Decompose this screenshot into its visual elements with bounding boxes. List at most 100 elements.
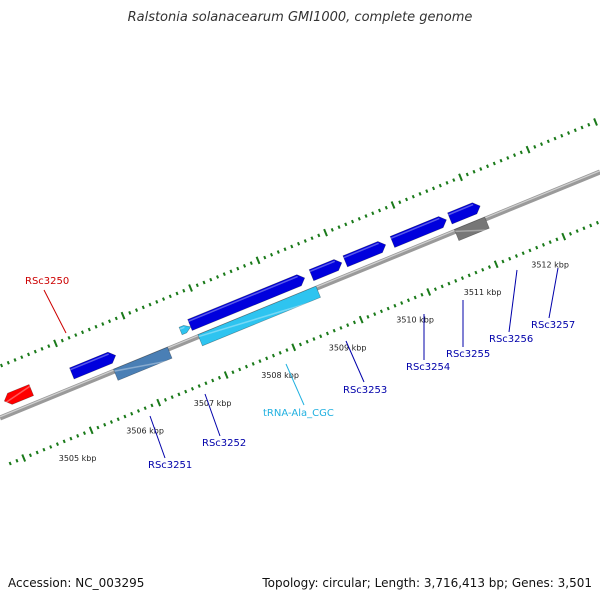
lower-scale-tick <box>231 370 235 375</box>
upper-scale-tick <box>20 355 24 360</box>
lower-scale-tick <box>130 411 134 416</box>
lower-scale-tick <box>352 320 356 325</box>
leader-line <box>345 340 365 383</box>
upper-scale-tick <box>74 333 78 337</box>
upper-scale-tick <box>479 167 483 171</box>
gene-label: RSc3256 <box>489 334 533 345</box>
feature-rsc3257-gray-shine <box>455 229 491 233</box>
upper-scale-tick <box>87 327 91 332</box>
upper-scale-tick <box>546 139 550 144</box>
lower-scale-tick <box>136 409 140 413</box>
lower-scale-tick <box>312 337 316 341</box>
lower-scale-tick <box>501 259 505 264</box>
lower-scale-tick <box>595 220 599 225</box>
lower-scale-tick <box>325 331 329 336</box>
lower-scale-tick <box>406 298 410 303</box>
upper-scale-tick <box>303 239 307 243</box>
upper-scale-tick <box>519 150 523 155</box>
lower-scale-tick <box>568 231 572 236</box>
lower-scale-tick <box>339 326 343 330</box>
lower-scale-tick <box>541 243 545 247</box>
upper-scale-tick <box>135 308 139 313</box>
lower-scale-tick <box>244 364 248 369</box>
lower-scale-tick <box>548 240 552 244</box>
accession-text: Accession: NC_003295 <box>8 576 145 590</box>
feature-trna-ala_cgc <box>178 325 192 336</box>
upper-scale-tick <box>398 200 402 205</box>
lower-scale-tick <box>420 292 424 297</box>
upper-scale-tick <box>290 244 294 249</box>
upper-scale-tick <box>573 128 577 133</box>
lower-scale-tick <box>55 442 59 447</box>
upper-scale-tick <box>540 142 544 146</box>
leader-line <box>204 393 221 437</box>
feature-rsc3254 <box>308 259 343 282</box>
lower-scale-tick <box>285 348 289 352</box>
upper-scale-tick <box>120 311 126 320</box>
lower-scale-tick <box>15 458 19 463</box>
upper-scale-tick <box>425 189 429 193</box>
upper-scale-tick <box>33 349 37 354</box>
upper-scale-tick <box>128 311 132 315</box>
upper-scale-tick <box>222 272 226 277</box>
feature-rsc3257 <box>447 202 481 225</box>
upper-scale-tick <box>330 228 334 232</box>
upper-scale-tick <box>438 183 442 188</box>
lower-scale-tick <box>116 417 120 422</box>
upper-scale-tick <box>60 338 64 343</box>
lower-scale-tick <box>493 260 499 269</box>
upper-scale-tick <box>553 136 557 141</box>
lower-scale-tick <box>190 386 194 391</box>
lower-scale-tick <box>561 232 567 241</box>
scale-label: 3512 kbp <box>531 260 569 269</box>
upper-scale-tick <box>384 205 388 210</box>
lower-scale-tick <box>156 398 162 407</box>
lower-scale-tick <box>238 367 242 372</box>
upper-scale-tick <box>276 250 280 254</box>
leader-line <box>43 289 67 334</box>
lower-scale-tick <box>460 276 464 280</box>
upper-scale-tick <box>236 266 240 271</box>
gene-label: RSc3255 <box>446 349 490 360</box>
upper-scale-tick <box>432 186 436 191</box>
lower-scale-tick <box>211 378 215 383</box>
upper-scale-tick <box>0 363 4 368</box>
lower-scale-tick <box>62 439 66 444</box>
lower-scale-tick <box>319 334 323 339</box>
upper-scale-tick <box>405 197 409 202</box>
lower-scale-tick <box>400 301 404 305</box>
topology-text: Topology: circular; Length: 3,716,413 bp… <box>262 576 592 590</box>
lower-scale-tick <box>123 414 127 419</box>
upper-scale-tick <box>162 297 166 301</box>
upper-scale-tick <box>148 302 152 307</box>
lower-scale-tick <box>103 422 107 427</box>
upper-scale-tick <box>155 299 159 304</box>
feature-rsc3257-gray <box>453 216 490 242</box>
upper-scale-tick <box>108 319 112 324</box>
upper-scale-tick <box>492 161 496 166</box>
lower-scale-tick <box>514 254 518 258</box>
upper-scale-tick <box>486 164 490 169</box>
upper-scale-tick <box>101 322 105 326</box>
lower-scale-tick <box>184 389 188 394</box>
gene-label: tRNA-Ala_CGC <box>263 408 334 419</box>
upper-scale-tick <box>53 339 58 348</box>
lower-scale-tick <box>454 279 458 283</box>
lower-scale-tick <box>508 256 512 261</box>
lower-scale-tick <box>258 359 262 363</box>
upper-scale-tick <box>216 275 220 279</box>
lower-scale-tick <box>21 454 27 462</box>
leader-line <box>508 269 518 333</box>
upper-scale-tick <box>378 208 382 213</box>
upper-scale-tick <box>6 360 10 365</box>
upper-scale-tick <box>317 233 321 238</box>
upper-scale-tick <box>195 283 199 288</box>
gene-label: RSc3250 <box>25 276 69 287</box>
upper-scale-tick <box>418 192 422 196</box>
upper-scale-tick <box>209 277 213 282</box>
lower-scale-tick <box>413 295 417 300</box>
lower-scale-tick <box>177 392 181 397</box>
feature-rsc3257-shine <box>448 203 474 216</box>
lower-scale-tick <box>170 395 174 399</box>
